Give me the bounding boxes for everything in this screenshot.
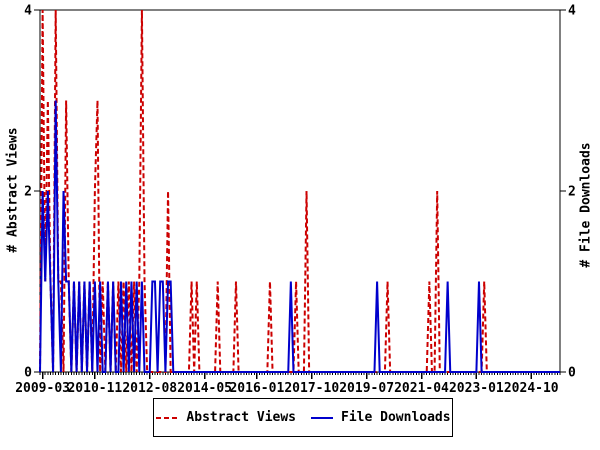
x-tick-label: 2023-01 [449,381,504,396]
series-line-abstract-views [39,9,560,373]
x-tick-label: 2016-01 [229,381,284,396]
x-tick-label: 2010-11 [67,381,122,396]
legend-label-file-downloads: File Downloads [341,410,451,425]
y-left-tick-label: 4 [24,4,32,19]
dashed-line-icon [156,416,179,419]
x-tick-label: 2009-03 [15,381,70,396]
x-tick-label: 2014-05 [177,381,232,396]
y-left-tick-label: 0 [24,366,32,381]
y-left-tick-label: 2 [24,185,32,200]
y-right-tick-label: 0 [568,366,576,381]
y-axis-title-left: # Abstract Views [5,127,21,253]
y-right-tick-label: 4 [568,4,576,19]
series-line-file-downloads [39,100,560,373]
y-right-tick-label: 2 [568,185,576,200]
x-tick-label: 2012-08 [122,381,177,396]
x-tick-label: 2017-10 [284,381,339,396]
x-tick-label: 2024-10 [504,381,559,396]
legend-label-abstract-views: Abstract Views [186,410,296,425]
y-axis-title-right: # File Downloads [578,142,594,268]
x-tick-label: 2021-04 [394,381,449,396]
legend-box: Abstract Views File Downloads [153,398,453,437]
x-tick-label: 2019-07 [339,381,394,396]
legend-item-abstract-views: Abstract Views [155,410,296,425]
solid-line-icon [311,416,333,419]
legend-item-file-downloads: File Downloads [310,410,451,425]
